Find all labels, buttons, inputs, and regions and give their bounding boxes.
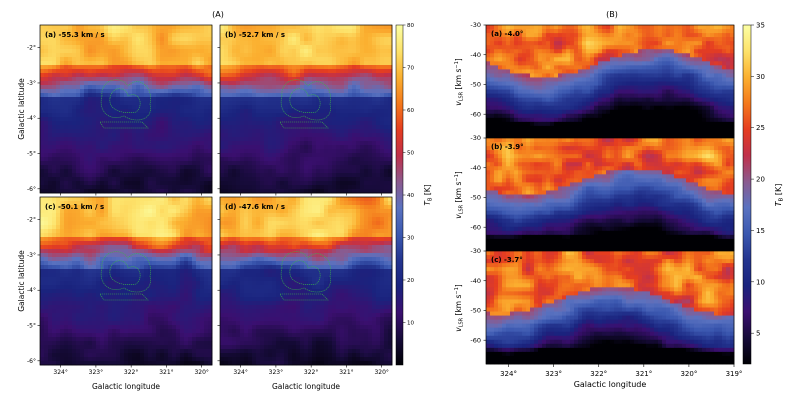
pv-c-frame xyxy=(485,250,735,365)
map-d: (d) -47.6 km / s xyxy=(219,196,393,366)
map-a-image xyxy=(40,25,213,194)
map-c-contour xyxy=(99,251,151,301)
pv-a-label: (a) -4.0° xyxy=(491,30,523,38)
pv-c-label: (c) -3.7° xyxy=(491,256,523,264)
pv-xlabel: Galactic longitude xyxy=(574,380,647,389)
pv-b-label: (b) -3.9° xyxy=(491,143,524,151)
colorbar-A-title: TB [K] xyxy=(423,184,434,205)
map-b-image xyxy=(220,25,393,194)
right-figure-title: (B) xyxy=(606,10,618,19)
map-ab-ylabel: Galactic latitude xyxy=(17,78,26,140)
panel-B-ticks: -30-40-50-60-30-40-50-60-30-40-50-60324°… xyxy=(470,21,742,378)
pv-b-ylabel: vLSR [km s−1] xyxy=(454,171,465,219)
colorbar-A-gradient xyxy=(395,24,404,366)
pv-a: (a) -4.0° xyxy=(485,24,735,139)
map-c-image xyxy=(40,197,213,366)
pv-c: (c) -3.7° xyxy=(485,250,735,365)
pv-ylabels: vLSR [km s−1] vLSR [km s−1] vLSR [km s−1… xyxy=(454,58,465,332)
map-d-image xyxy=(220,197,393,366)
map-cd-ylabel: Galactic latitude xyxy=(17,250,26,312)
map-b-frame xyxy=(219,24,393,194)
pv-b: (b) -3.9° xyxy=(485,137,735,252)
map-b-contour xyxy=(279,79,331,129)
map-d-xlabel: Galactic longitude xyxy=(272,382,340,391)
map-c: (c) -50.1 km / s xyxy=(39,196,213,366)
colorbar-B-title: TB [K] xyxy=(774,184,785,207)
pv-b-image xyxy=(486,138,735,252)
map-a-contour xyxy=(99,79,151,129)
map-d-frame xyxy=(219,196,393,366)
map-a-frame xyxy=(39,24,213,194)
map-b-label: (b) -52.7 km / s xyxy=(225,31,285,39)
map-c-frame xyxy=(39,196,213,366)
panel-A-ticks: -2°-3°-4°-5°-6°324° 323° 322° 321° 320°-2°-3… xyxy=(27,45,389,376)
map-a: (a) -55.3 km / s xyxy=(39,24,213,194)
map-d-label: (d) -47.6 km / s xyxy=(225,203,285,211)
pv-a-image xyxy=(486,25,735,139)
left-figure-title: (A) xyxy=(212,10,224,19)
panel-B: (a) -4.0° (b) -3.9° (c) -3.7° -30-40-50-… xyxy=(454,21,785,389)
map-d-contour xyxy=(279,251,331,301)
panel-A: (a) -55.3 km / s (b) -52.7 km / s (c) -5… xyxy=(17,23,434,391)
colorbar-B-gradient xyxy=(742,24,752,365)
map-a-label: (a) -55.3 km / s xyxy=(45,31,105,39)
pv-c-ylabel: vLSR [km s−1] xyxy=(454,284,465,332)
map-b: (b) -52.7 km / s xyxy=(219,24,393,194)
pv-a-ylabel: vLSR [km s−1] xyxy=(454,58,465,106)
map-c-xlabel: Galactic longitude xyxy=(92,382,160,391)
map-c-label: (c) -50.1 km / s xyxy=(45,203,104,211)
pv-c-image xyxy=(486,251,735,365)
